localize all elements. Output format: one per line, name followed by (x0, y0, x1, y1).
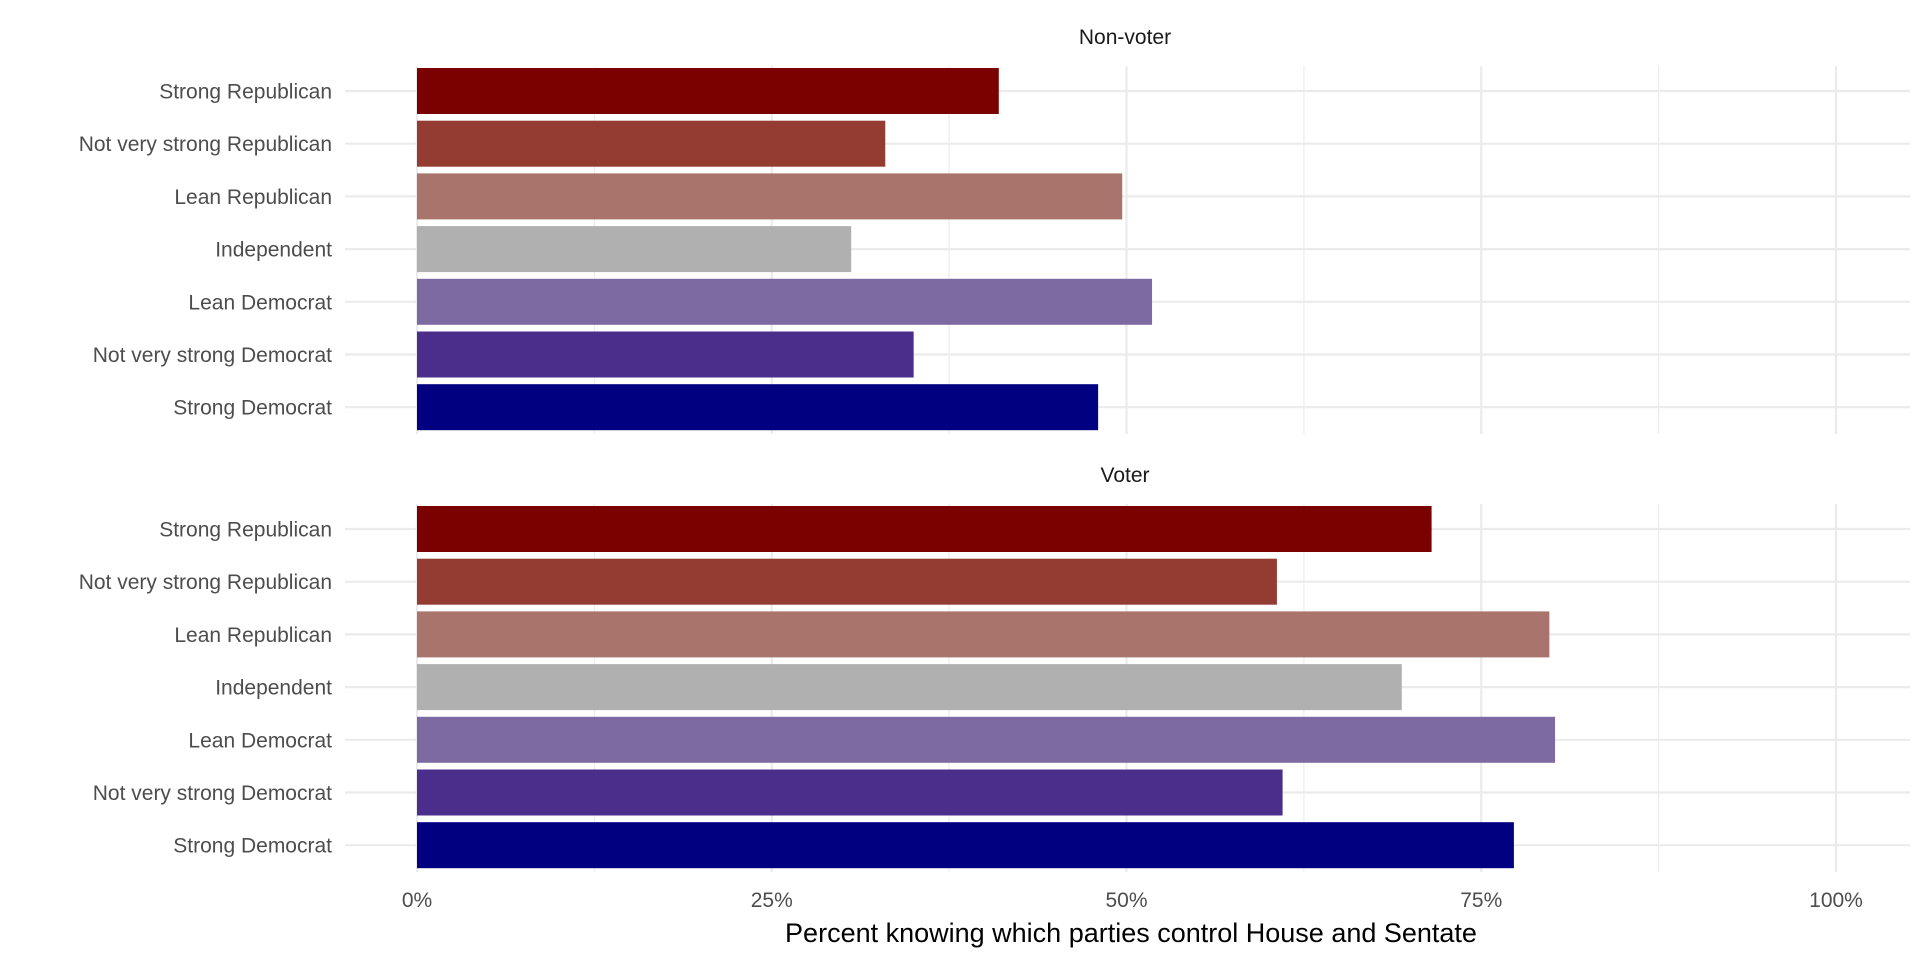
bar-non-voter-lean-republican (417, 173, 1123, 220)
bar-voter-not-very-strong-democrat (417, 769, 1283, 816)
x-tick-label: 50% (1105, 889, 1147, 912)
y-tick-label: Lean Republican (174, 186, 332, 209)
y-tick-label: Not very strong Republican (79, 571, 332, 594)
bar-voter-strong-republican (417, 506, 1432, 552)
y-tick-label: Lean Democrat (188, 729, 332, 752)
y-tick-label: Strong Democrat (173, 397, 332, 420)
y-tick-label: Strong Republican (159, 81, 332, 104)
bar-voter-independent (417, 664, 1402, 711)
y-tick-label: Not very strong Democrat (93, 782, 332, 805)
y-tick-label: Not very strong Democrat (93, 344, 332, 367)
y-tick-label: Strong Republican (159, 519, 332, 542)
bars (417, 68, 1556, 869)
x-tick-label: 25% (751, 889, 793, 912)
x-tick-label: 100% (1809, 889, 1863, 912)
y-tick-label: Independent (215, 239, 332, 262)
y-tick-label: Independent (215, 677, 332, 700)
x-axis-title: Percent knowing which parties control Ho… (785, 918, 1477, 948)
y-tick-label: Not very strong Republican (79, 133, 332, 156)
bar-non-voter-independent (417, 226, 852, 273)
facet-strip-label: Voter (1100, 464, 1149, 487)
facet-strip-label: Non-voter (1079, 26, 1171, 49)
bar-non-voter-not-very-strong-republican (417, 120, 886, 167)
x-tick-label: 75% (1460, 889, 1502, 912)
y-tick-label: Lean Democrat (188, 291, 332, 314)
bar-voter-lean-republican (417, 611, 1550, 658)
bar-non-voter-lean-democrat (417, 278, 1153, 325)
bar-voter-strong-democrat (417, 822, 1514, 869)
bar-voter-not-very-strong-republican (417, 558, 1277, 605)
bar-non-voter-strong-democrat (417, 384, 1099, 431)
bar-voter-lean-democrat (417, 716, 1556, 763)
bar-non-voter-strong-republican (417, 68, 999, 114)
y-tick-label: Strong Democrat (173, 835, 332, 858)
y-tick-label: Lean Republican (174, 624, 332, 647)
bar-non-voter-not-very-strong-democrat (417, 331, 914, 378)
x-tick-label: 0% (402, 889, 432, 912)
labels: Strong Republican Not very strong Republi… (79, 26, 1863, 912)
